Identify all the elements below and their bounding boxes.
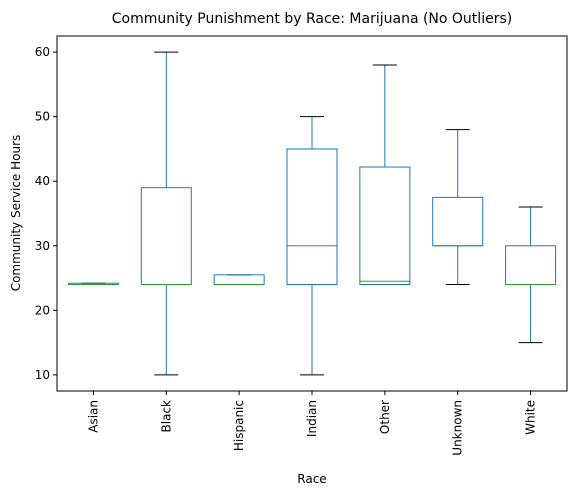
x-tick-label: Unknown bbox=[451, 400, 465, 456]
box-hispanic bbox=[213, 274, 265, 285]
box-unknown bbox=[432, 196, 484, 247]
box-white bbox=[505, 245, 557, 285]
y-axis-label: Community Service Hours bbox=[9, 135, 23, 292]
y-tick-label: 60 bbox=[35, 45, 50, 59]
box-other bbox=[359, 166, 411, 285]
x-tick-label: Asian bbox=[86, 400, 100, 433]
x-tick-label: Other bbox=[378, 400, 392, 434]
chart-title: Community Punishment by Race: Marijuana … bbox=[112, 11, 512, 27]
x-tick-label: White bbox=[524, 400, 538, 435]
box-indian bbox=[286, 148, 338, 285]
x-axis-label: Race bbox=[297, 472, 326, 486]
plot-area: 10 20 30 40 50 60 Asian Black Hispanic Indian Othe… bbox=[35, 45, 557, 456]
y-tick-label: 20 bbox=[35, 303, 50, 317]
y-tick-label: 30 bbox=[35, 239, 50, 253]
axes-frame bbox=[56, 35, 568, 392]
x-tick-label: Hispanic bbox=[232, 400, 246, 451]
x-tick-label: Indian bbox=[305, 400, 319, 437]
box-black bbox=[140, 187, 192, 286]
x-tick-label: Black bbox=[159, 400, 173, 433]
y-tick-label: 10 bbox=[35, 368, 50, 382]
y-tick-label: 40 bbox=[35, 174, 50, 188]
y-tick-label: 50 bbox=[35, 110, 50, 124]
